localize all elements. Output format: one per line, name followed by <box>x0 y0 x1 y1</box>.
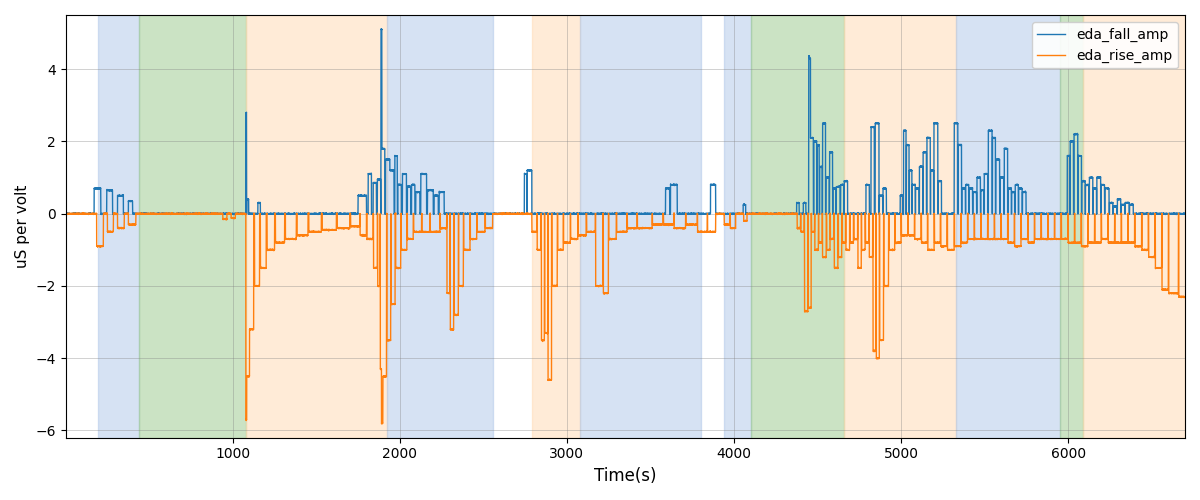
eda_fall_amp <box>59 210 73 216</box>
eda_rise_amp <box>256 265 270 271</box>
Legend: eda_fall_amp, eda_rise_amp: eda_fall_amp, eda_rise_amp <box>1032 22 1178 68</box>
eda_rise_amp <box>374 420 389 426</box>
Line: eda_rise_amp: eda_rise_amp <box>66 212 1186 424</box>
eda_rise_amp <box>59 211 73 217</box>
Bar <box>1084 15 1186 438</box>
Bar <box>532 15 581 438</box>
Line: eda_fall_amp: eda_fall_amp <box>66 29 1186 214</box>
eda_rise_amp <box>98 210 113 216</box>
eda_fall_amp <box>1178 211 1193 217</box>
Bar <box>724 15 751 438</box>
Bar <box>581 15 701 438</box>
Bar <box>139 15 246 438</box>
Bar <box>956 15 1060 438</box>
eda_rise_amp <box>1178 294 1193 300</box>
eda_fall_amp <box>1019 211 1033 217</box>
eda_fall_amp <box>98 210 113 216</box>
Bar <box>751 15 845 438</box>
eda_rise_amp <box>1019 236 1033 242</box>
Bar <box>246 15 386 438</box>
Bar <box>1060 15 1084 438</box>
eda_rise_amp <box>1072 240 1086 246</box>
Y-axis label: uS per volt: uS per volt <box>16 184 30 268</box>
eda_fall_amp <box>947 120 961 126</box>
eda_fall_amp <box>1072 154 1086 160</box>
Bar <box>845 15 956 438</box>
eda_rise_amp <box>947 211 961 217</box>
eda_rise_amp <box>613 228 628 234</box>
Bar <box>98 15 139 438</box>
eda_fall_amp <box>374 26 389 32</box>
eda_fall_amp <box>613 210 628 216</box>
X-axis label: Time(s): Time(s) <box>594 467 656 485</box>
Bar <box>386 15 493 438</box>
eda_fall_amp <box>366 212 380 218</box>
eda_rise_amp <box>772 210 786 216</box>
eda_fall_amp <box>256 211 270 217</box>
